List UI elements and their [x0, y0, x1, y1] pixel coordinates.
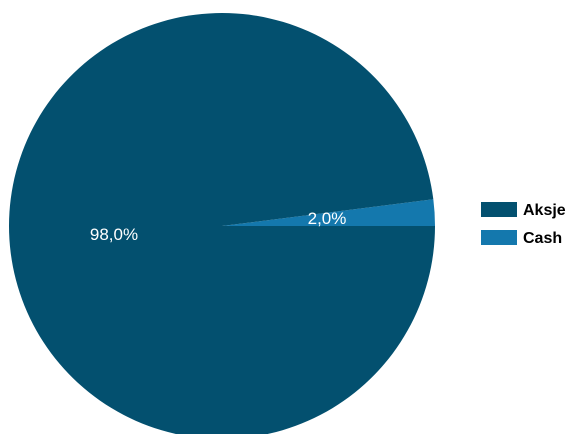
legend-swatch-aksje — [481, 202, 517, 217]
pie-slices — [9, 13, 435, 434]
legend: Aksje Cash — [481, 202, 566, 247]
legend-label-aksje: Aksje — [523, 202, 566, 219]
pie-slice-aksje — [9, 13, 435, 434]
slice-label-aksje: 98,0% — [90, 225, 138, 244]
pie-slice-labels: 98,0% 2,0% — [90, 209, 346, 244]
legend-label-cash: Cash — [523, 230, 562, 247]
legend-item-cash: Cash — [481, 230, 562, 247]
slice-label-cash: 2,0% — [308, 209, 347, 228]
legend-item-aksje: Aksje — [481, 202, 566, 219]
pie-slice-cash — [222, 199, 435, 226]
legend-swatch-cash — [481, 230, 517, 245]
